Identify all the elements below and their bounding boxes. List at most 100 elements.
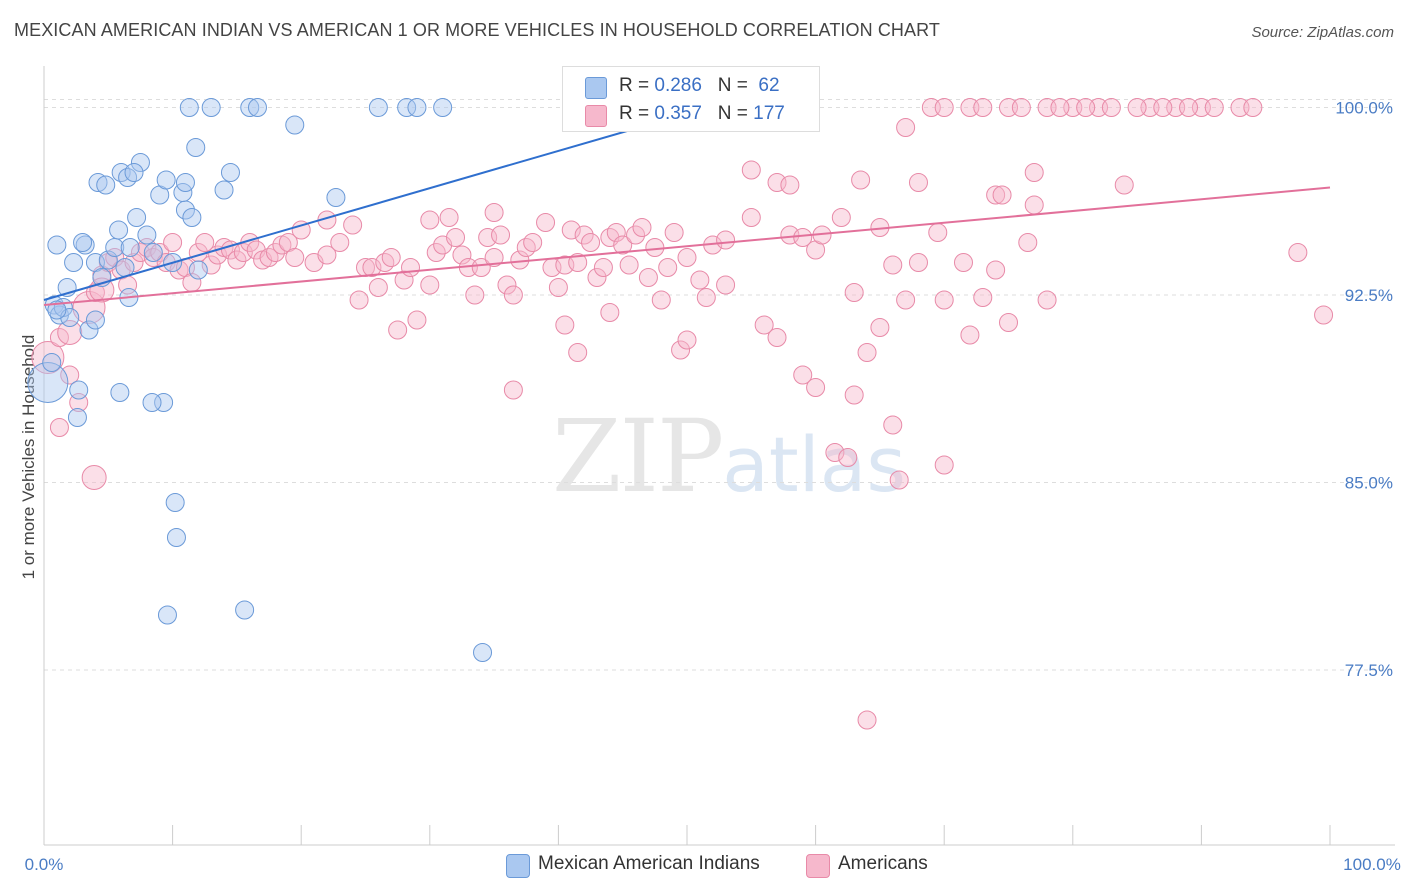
watermark: ZIPatlas bbox=[552, 398, 906, 515]
point-american bbox=[484, 203, 504, 222]
point-american bbox=[844, 283, 864, 302]
point-american bbox=[465, 285, 485, 305]
point-american bbox=[1204, 98, 1224, 117]
n-value-2: 177 bbox=[753, 103, 785, 124]
y-tick-label: 85.0% bbox=[1345, 474, 1393, 493]
point-mexican-american-indian bbox=[175, 173, 195, 192]
point-american bbox=[934, 98, 954, 117]
point-mexican-american-indian bbox=[433, 98, 453, 117]
point-american bbox=[201, 255, 221, 275]
r-value-1: 0.286 bbox=[654, 75, 702, 96]
point-mexican-american-indian bbox=[154, 393, 174, 412]
point-american bbox=[388, 320, 408, 340]
point-american bbox=[908, 173, 928, 192]
point-mexican-american-indian bbox=[137, 225, 157, 245]
point-american bbox=[613, 235, 633, 255]
point-american bbox=[503, 380, 523, 400]
point-american bbox=[1288, 243, 1308, 262]
point-american bbox=[677, 330, 697, 350]
n-value-1: 62 bbox=[758, 75, 780, 96]
n-label-1: N = bbox=[717, 75, 754, 96]
point-mexican-american-indian bbox=[142, 393, 162, 412]
point-mexican-american-indian bbox=[88, 173, 108, 192]
point-mexican-american-indian bbox=[143, 243, 163, 262]
point-mexican-american-indian bbox=[96, 175, 116, 195]
point-mexican-american-indian bbox=[214, 180, 234, 200]
r-label-1: R = bbox=[619, 75, 655, 96]
point-mexican-american-indian bbox=[47, 235, 67, 255]
point-mexican-american-indian bbox=[98, 250, 118, 270]
watermark-zip: ZIP bbox=[552, 398, 724, 515]
point-american bbox=[57, 320, 83, 345]
point-american bbox=[870, 318, 890, 337]
point-mexican-american-indian bbox=[64, 253, 84, 272]
point-mexican-american-indian bbox=[165, 493, 185, 512]
point-american bbox=[851, 170, 871, 190]
point-american bbox=[265, 243, 285, 262]
point-american bbox=[446, 228, 466, 247]
point-american bbox=[375, 253, 395, 272]
point-american bbox=[471, 258, 491, 277]
legend-label-mexican-american-indians: Mexican American Indians bbox=[538, 853, 760, 874]
point-mexican-american-indian bbox=[120, 238, 140, 257]
point-american bbox=[124, 253, 144, 272]
point-american bbox=[49, 328, 69, 347]
point-american bbox=[934, 290, 954, 310]
point-american bbox=[600, 303, 620, 322]
point-american bbox=[555, 315, 575, 335]
point-american bbox=[999, 313, 1018, 332]
point-american bbox=[973, 98, 993, 117]
point-american bbox=[953, 253, 973, 272]
point-american bbox=[741, 160, 761, 180]
point-mexican-american-indian bbox=[368, 98, 388, 117]
point-american bbox=[883, 415, 903, 435]
point-american bbox=[716, 230, 736, 250]
point-american bbox=[1314, 305, 1334, 325]
point-american bbox=[548, 278, 568, 297]
point-american bbox=[896, 118, 916, 137]
stats-legend: R = 0.286 N = 62 R = 0.357 N = 177 bbox=[562, 66, 820, 132]
r-label-2: R = bbox=[619, 103, 655, 124]
point-american bbox=[452, 245, 472, 265]
point-american bbox=[343, 215, 363, 235]
point-american bbox=[426, 243, 446, 262]
point-mexican-american-indian bbox=[285, 115, 305, 135]
point-american bbox=[896, 290, 916, 310]
point-american bbox=[857, 710, 877, 730]
point-american bbox=[394, 270, 414, 290]
point-american bbox=[420, 275, 440, 295]
point-american bbox=[587, 268, 607, 287]
n-label-2: N = bbox=[717, 103, 754, 124]
point-mexican-american-indian bbox=[186, 138, 206, 157]
point-american bbox=[658, 258, 678, 277]
point-american bbox=[793, 365, 813, 385]
watermark-atlas: atlas bbox=[722, 420, 906, 509]
point-american bbox=[606, 223, 626, 242]
point-american bbox=[1153, 98, 1173, 117]
point-american bbox=[986, 260, 1006, 280]
point-american bbox=[780, 175, 800, 195]
point-american bbox=[632, 218, 652, 237]
legend-swatch-pink bbox=[806, 854, 830, 878]
point-american bbox=[330, 233, 350, 252]
point-american bbox=[651, 290, 671, 310]
point-american bbox=[1101, 98, 1121, 117]
point-american bbox=[368, 278, 388, 297]
point-american bbox=[1127, 98, 1147, 117]
point-american bbox=[523, 233, 543, 252]
point-american bbox=[150, 243, 170, 262]
point-american bbox=[491, 225, 511, 245]
y-tick-label: 92.5% bbox=[1345, 286, 1393, 305]
point-american bbox=[1024, 163, 1044, 182]
point-american bbox=[362, 258, 382, 277]
point-american bbox=[81, 465, 107, 490]
point-mexican-american-indian bbox=[109, 220, 129, 240]
point-american bbox=[960, 325, 980, 345]
point-american bbox=[143, 248, 163, 267]
point-american bbox=[561, 220, 581, 240]
point-american bbox=[420, 210, 440, 230]
point-american bbox=[516, 238, 536, 257]
point-american bbox=[285, 248, 305, 267]
point-american bbox=[49, 418, 69, 437]
trend-line-americans bbox=[43, 186, 1331, 306]
